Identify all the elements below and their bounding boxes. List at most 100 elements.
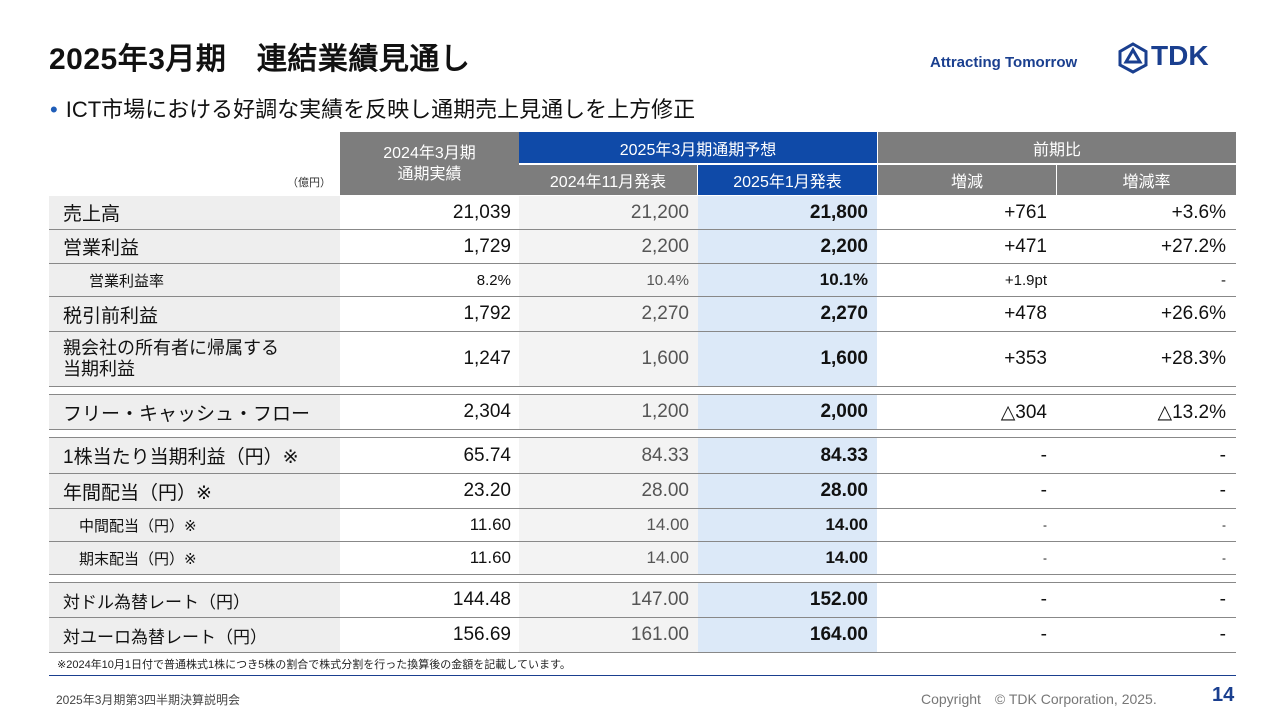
cell-jan: 14.00 — [698, 509, 877, 541]
table-row: 年間配当（円）※ 23.20 28.00 28.00 - - — [49, 474, 1236, 509]
cell-nov: 14.00 — [519, 542, 698, 574]
row-label: 中間配当（円）※ — [49, 509, 340, 541]
cell-actual: 65.74 — [463, 444, 511, 466]
row-divider — [49, 430, 1236, 438]
header-actual: 2024年3月期 通期実績 — [340, 132, 519, 195]
footer-divider — [49, 675, 1236, 676]
cell-diff: +1.9pt — [1004, 271, 1047, 289]
cell-nov: 1,200 — [519, 395, 698, 429]
cell-diff: +478 — [1004, 303, 1047, 324]
table-row: フリー・キャッシュ・フロー 2,304 1,200 2,000 △304 △13… — [49, 395, 1236, 430]
cell-rate: - — [1219, 444, 1226, 466]
header-forecast-group: 2025年3月期通期予想 — [519, 132, 877, 163]
cell-nov: 14.00 — [519, 509, 698, 541]
logo-text: TDK — [1151, 40, 1209, 71]
cell-actual: 2,304 — [463, 401, 511, 422]
cell-jan: 28.00 — [698, 474, 877, 508]
table-row: 税引前利益 1,792 2,270 2,270 +478 +26.6% — [49, 297, 1236, 332]
cell-diff: +471 — [1004, 235, 1047, 257]
row-label: 対ユーロ為替レート（円） — [49, 618, 340, 652]
cell-nov: 10.4% — [519, 264, 698, 296]
header-diff: 増減 — [878, 165, 1056, 195]
subtitle: • ICT市場における好調な実績を反映し通期売上見通しを上方修正 — [50, 92, 695, 124]
cell-diff: +761 — [1004, 201, 1047, 223]
table-header: （億円） 2024年3月期 通期実績 2025年3月期通期予想 2024年11月… — [49, 132, 1236, 195]
cell-diff: +353 — [1004, 348, 1047, 369]
table-row: 売上高 21,039 21,200 21,800 +761 +3.6% — [49, 196, 1236, 230]
cell-actual: 1,792 — [463, 303, 511, 324]
cell-actual: 8.2% — [476, 271, 511, 289]
row-label: 営業利益 — [49, 230, 340, 263]
cell-nov: 147.00 — [519, 583, 698, 617]
brand-tagline: Attracting Tomorrow — [930, 54, 1078, 71]
cell-jan: 10.1% — [698, 264, 877, 296]
cell-jan: 2,000 — [698, 395, 877, 429]
table-row: 1株当たり当期利益（円）※ 65.74 84.33 84.33 - - — [49, 438, 1236, 474]
row-label: 年間配当（円）※ — [49, 474, 340, 508]
table-row: 営業利益 1,729 2,200 2,200 +471 +27.2% — [49, 230, 1236, 264]
cell-jan: 152.00 — [698, 583, 877, 617]
cell-diff: - — [1040, 589, 1047, 610]
row-label: 1株当たり当期利益（円）※ — [49, 438, 340, 473]
cell-rate: - — [1221, 271, 1226, 289]
cell-rate: △13.2% — [1157, 401, 1227, 423]
cell-jan: 2,200 — [698, 230, 877, 263]
footer-event-name: 2025年3月期第3四半期決算説明会 — [56, 693, 241, 707]
row-label: 親会社の所有者に帰属する 当期利益 — [49, 332, 340, 386]
cell-actual: 1,729 — [463, 235, 511, 257]
header-rate: 増減率 — [1057, 165, 1236, 195]
bullet: • — [50, 97, 58, 122]
tdk-emblem-icon — [1118, 42, 1148, 74]
unit-label: （億円） — [287, 177, 331, 189]
header-jan: 2025年1月発表 — [698, 165, 877, 195]
cell-actual: 11.60 — [469, 548, 511, 567]
cell-actual: 156.69 — [452, 624, 511, 645]
subtitle-text: ICT市場における好調な実績を反映し通期売上見通しを上方修正 — [65, 97, 696, 122]
page-number: 14 — [1212, 684, 1235, 706]
row-divider — [49, 387, 1236, 395]
cell-nov: 84.33 — [519, 438, 698, 473]
cell-jan: 1,600 — [698, 332, 877, 386]
cell-jan: 14.00 — [698, 542, 877, 574]
table-row: 対ドル為替レート（円） 144.48 147.00 152.00 - - — [49, 583, 1236, 618]
cell-nov: 2,200 — [519, 230, 698, 263]
cell-actual: 1,247 — [463, 348, 511, 369]
cell-rate: - — [1219, 589, 1226, 610]
tdk-logo: TDK — [1117, 40, 1237, 74]
row-label: 営業利益率 — [49, 264, 340, 296]
row-label: 売上高 — [49, 196, 340, 229]
cell-diff: - — [1040, 624, 1047, 645]
cell-jan: 84.33 — [698, 438, 877, 473]
cell-nov: 1,600 — [519, 332, 698, 386]
cell-jan: 21,800 — [698, 196, 877, 229]
cell-rate: +26.6% — [1161, 303, 1226, 324]
cell-jan: 164.00 — [698, 618, 877, 652]
table-row: 親会社の所有者に帰属する 当期利益 1,247 1,600 1,600 +353… — [49, 332, 1236, 387]
header-yoy-group: 前期比 — [878, 132, 1236, 163]
cell-nov: 21,200 — [519, 196, 698, 229]
cell-diff: △304 — [1000, 401, 1047, 423]
cell-nov: 161.00 — [519, 618, 698, 652]
cell-rate: +3.6% — [1171, 201, 1226, 223]
row-label: 税引前利益 — [49, 297, 340, 331]
cell-rate: - — [1222, 551, 1226, 565]
cell-nov: 2,270 — [519, 297, 698, 331]
cell-nov: 28.00 — [519, 474, 698, 508]
cell-jan: 2,270 — [698, 297, 877, 331]
cell-rate: - — [1219, 624, 1226, 645]
header-nov: 2024年11月発表 — [519, 165, 697, 195]
cell-diff: - — [1043, 518, 1047, 532]
footnote: ※2024年10月1日付で普通株式1株につき5株の割合で株式分割を行った換算後の… — [57, 659, 571, 671]
cell-rate: - — [1219, 480, 1226, 501]
row-label: 期末配当（円）※ — [49, 542, 340, 574]
table-row: 中間配当（円）※ 11.60 14.00 14.00 - - — [49, 509, 1236, 542]
cell-actual: 144.48 — [452, 589, 511, 610]
table-row: 対ユーロ為替レート（円） 156.69 161.00 164.00 - - — [49, 618, 1236, 653]
table-row: 期末配当（円）※ 11.60 14.00 14.00 - - — [49, 542, 1236, 575]
table-row: 営業利益率 8.2% 10.4% 10.1% +1.9pt - — [49, 264, 1236, 297]
copyright: Copyright © TDK Corporation, 2025. — [921, 691, 1157, 707]
row-label: フリー・キャッシュ・フロー — [49, 395, 340, 429]
row-label: 対ドル為替レート（円） — [49, 583, 340, 617]
cell-actual: 11.60 — [469, 515, 511, 534]
cell-actual: 23.20 — [463, 480, 511, 501]
